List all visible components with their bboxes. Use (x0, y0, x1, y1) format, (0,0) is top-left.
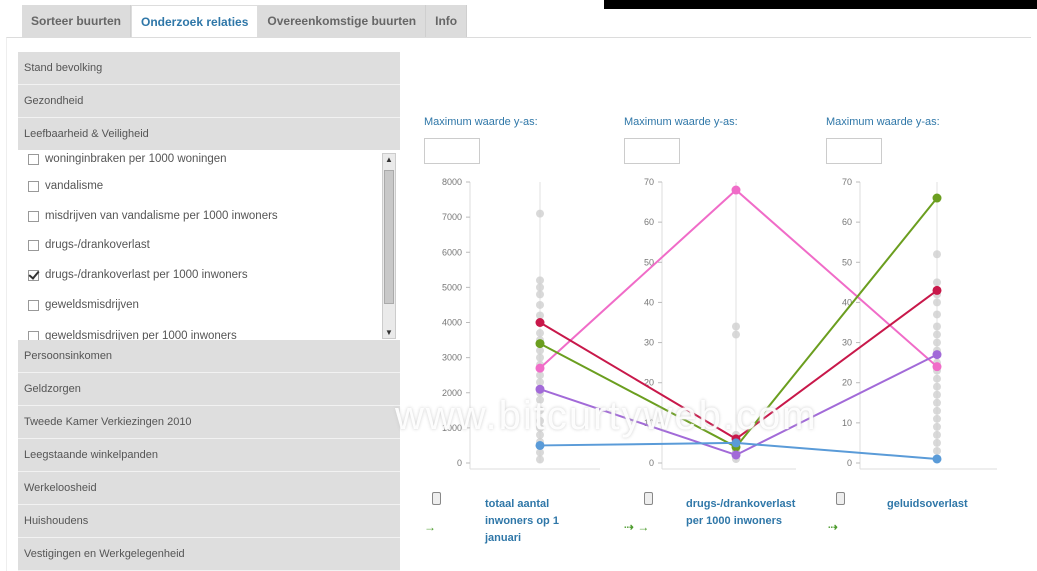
checkbox[interactable] (28, 181, 39, 192)
list-item[interactable]: vandalisme (28, 176, 103, 196)
list-item[interactable]: drugs-/drankoverlast (28, 235, 150, 255)
arrow-swap-icon[interactable]: ⇢ → (624, 520, 649, 534)
tab-overeenkomstige-buurten[interactable]: Overeenkomstige buurten (258, 5, 426, 37)
tab-bar: Sorteer buurten Onderzoek relaties Overe… (22, 5, 467, 37)
arrow-right-icon[interactable]: → (424, 520, 436, 534)
database-icon[interactable] (836, 492, 845, 505)
category-accordion-bottom: Persoonsinkomen Geldzorgen Tweede Kamer … (18, 340, 400, 571)
item-label: vandalisme (45, 180, 103, 192)
max-y-label-3: Maximum waarde y-as: (826, 116, 940, 128)
list-item[interactable]: woninginbraken per 1000 woningen (28, 150, 227, 169)
accordion-geldzorgen[interactable]: Geldzorgen (18, 373, 400, 406)
variable-checklist: woninginbraken per 1000 woningen vandali… (18, 150, 400, 340)
accordion-leefbaarheid-veiligheid[interactable]: Leefbaarheid & Veiligheid (18, 118, 400, 151)
checklist-scrollbar[interactable]: ▲ ▼ (382, 153, 396, 339)
max-y-label-2: Maximum waarde y-as: (624, 116, 738, 128)
watermark-text: www.bitcurtyweb.com (395, 394, 818, 439)
item-label: misdrijven van vandalisme per 1000 inwon… (45, 210, 278, 222)
item-label: geweldsmisdrijven per 1000 inwoners (45, 330, 237, 340)
max-y-input-3[interactable] (826, 138, 882, 164)
scrollbar-thumb[interactable] (384, 170, 394, 304)
accordion-huishoudens[interactable]: Huishoudens (18, 505, 400, 538)
checkbox-checked[interactable] (28, 270, 39, 281)
max-y-input-1[interactable] (424, 138, 480, 164)
item-label: woninginbraken per 1000 woningen (45, 153, 227, 165)
list-item[interactable]: geweldsmisdrijven (28, 295, 139, 315)
accordion-leegstaande-winkelpanden[interactable]: Leegstaande winkelpanden (18, 439, 400, 472)
category-accordion-top: Stand bevolking Gezondheid Leefbaarheid … (18, 52, 400, 151)
scroll-down-arrow-icon[interactable]: ▼ (385, 328, 393, 337)
arrow-left-icon[interactable]: ⇢ (828, 520, 838, 534)
max-y-input-2[interactable] (624, 138, 680, 164)
checkbox[interactable] (28, 240, 39, 251)
axis-label-2[interactable]: drugs-/drankoverlast per 1000 inwoners (686, 496, 801, 530)
axis-label-3[interactable]: geluidsoverlast (887, 496, 1007, 513)
checkbox[interactable] (28, 211, 39, 222)
accordion-stand-bevolking[interactable]: Stand bevolking (18, 52, 400, 85)
checkbox[interactable] (28, 300, 39, 311)
accordion-persoonsinkomen[interactable]: Persoonsinkomen (18, 340, 400, 373)
scroll-up-arrow-icon[interactable]: ▲ (385, 155, 393, 164)
accordion-tweede-kamer[interactable]: Tweede Kamer Verkiezingen 2010 (18, 406, 400, 439)
axis-label-1[interactable]: totaal aantal inwoners op 1 januari (485, 496, 595, 547)
accordion-werkeloosheid[interactable]: Werkeloosheid (18, 472, 400, 505)
black-overlay-bar (604, 0, 1037, 9)
accordion-gezondheid[interactable]: Gezondheid (18, 85, 400, 118)
checkbox[interactable] (28, 331, 39, 341)
checkbox[interactable] (28, 154, 39, 165)
tab-info[interactable]: Info (426, 5, 467, 37)
database-icon[interactable] (432, 492, 441, 505)
list-item[interactable]: drugs-/drankoverlast per 1000 inwoners (28, 265, 248, 285)
database-icon[interactable] (644, 492, 653, 505)
tab-sorteer-buurten[interactable]: Sorteer buurten (22, 5, 131, 37)
item-label: drugs-/drankoverlast per 1000 inwoners (45, 269, 248, 281)
item-label: geweldsmisdrijven (45, 299, 139, 311)
item-label: drugs-/drankoverlast (45, 239, 150, 251)
tab-onderzoek-relaties[interactable]: Onderzoek relaties (131, 5, 258, 37)
accordion-vestigingen[interactable]: Vestigingen en Werkgelegenheid (18, 538, 400, 571)
list-item[interactable]: geweldsmisdrijven per 1000 inwoners (28, 326, 237, 340)
list-item[interactable]: misdrijven van vandalisme per 1000 inwon… (28, 206, 278, 226)
max-y-label-1: Maximum waarde y-as: (424, 116, 538, 128)
